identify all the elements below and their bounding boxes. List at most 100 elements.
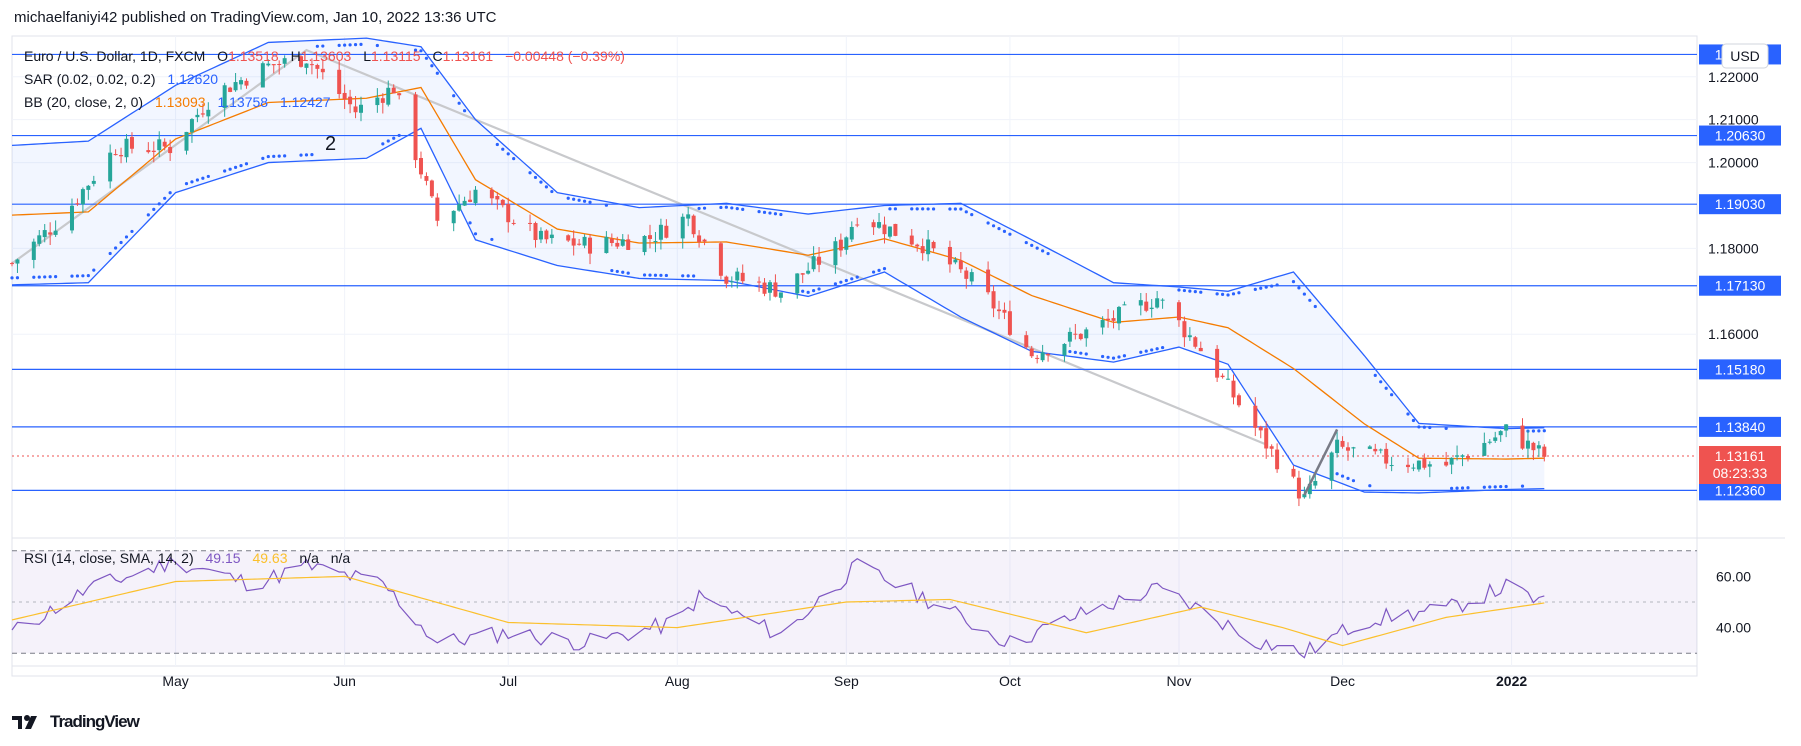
- candle-body: [157, 139, 162, 151]
- candle-body: [909, 235, 914, 245]
- footer-brand[interactable]: TradingView: [12, 712, 140, 732]
- candle-body: [702, 239, 707, 242]
- sar-dot: [768, 211, 772, 215]
- sar-dot: [953, 207, 957, 211]
- candle-body: [1498, 431, 1503, 436]
- sar-dot: [86, 274, 90, 278]
- sar-dot: [130, 229, 134, 234]
- candle-body: [500, 199, 505, 206]
- legend-bb-label: BB (20, close, 2, 0): [24, 94, 143, 110]
- candle-body: [1335, 439, 1340, 454]
- sar-dot: [1177, 288, 1181, 292]
- sar-dot: [926, 207, 930, 211]
- candle-body: [757, 281, 762, 283]
- candle-body: [991, 291, 996, 309]
- sar-dot: [610, 268, 614, 273]
- sar-dot: [724, 205, 728, 209]
- candle-body: [697, 235, 702, 242]
- candle-body: [86, 185, 91, 190]
- sar-dot: [1444, 426, 1448, 430]
- sar-dot: [1270, 284, 1274, 288]
- candle-body: [615, 242, 620, 247]
- sar-dot: [1373, 373, 1377, 377]
- candle-body: [1193, 337, 1198, 347]
- legend-rsi-label: RSI (14, close, SMA, 14, 2): [24, 550, 194, 566]
- sar-dot: [844, 278, 848, 283]
- candle-body: [538, 230, 543, 240]
- trendline-layer[interactable]: [11, 48, 1267, 446]
- sar-dot: [261, 156, 265, 160]
- sar-dot: [304, 153, 309, 157]
- wave-annotation-label[interactable]: 2: [325, 133, 336, 155]
- sar-dot: [1264, 285, 1268, 289]
- sar-dot: [833, 282, 838, 286]
- sar-dot: [801, 289, 805, 293]
- candle-body: [1035, 357, 1040, 359]
- sar-dot: [850, 277, 854, 281]
- candle-body: [1536, 445, 1541, 449]
- candle-body: [239, 80, 244, 85]
- sar-dot: [588, 200, 592, 204]
- legend-sar-line[interactable]: SAR (0.02, 0.02, 0.2) 1.12620: [24, 71, 218, 87]
- sar-dot: [664, 273, 668, 278]
- candle-body: [1378, 449, 1383, 451]
- sar-dot: [757, 209, 761, 214]
- sar-dot: [1106, 355, 1110, 359]
- rsi-tick-label: 40.00: [1716, 620, 1751, 636]
- time-tick-label: Jun: [333, 673, 356, 689]
- sar-dot: [1008, 232, 1012, 236]
- sar-dot: [490, 237, 494, 242]
- sar-dot: [1411, 418, 1416, 423]
- sar-dot: [1073, 350, 1077, 354]
- sar-dot: [566, 196, 570, 200]
- sar-dot: [75, 274, 80, 278]
- wave-mark-layer[interactable]: [1303, 428, 1339, 496]
- candle-body: [1187, 335, 1192, 338]
- sar-dot: [1231, 292, 1236, 296]
- candle-body: [386, 87, 391, 105]
- candle-body: [849, 226, 854, 240]
- sar-dot: [1531, 429, 1536, 433]
- sar-dot: [452, 94, 456, 98]
- candle-body: [244, 80, 249, 86]
- candle-body: [1116, 306, 1121, 324]
- candle-body: [342, 92, 347, 100]
- candle-body: [1346, 447, 1351, 451]
- sar-dot: [1340, 474, 1345, 478]
- candle-body: [1144, 301, 1149, 311]
- candle-body: [304, 63, 309, 68]
- wave-mark-line[interactable]: [1303, 428, 1339, 496]
- legend-change: −0.00448 (−0.39%): [505, 48, 625, 64]
- candle-body: [1182, 321, 1187, 338]
- candle-body: [1422, 458, 1427, 468]
- candle-body: [1138, 300, 1143, 306]
- sar-dot: [1035, 246, 1039, 250]
- candle-body: [31, 241, 36, 260]
- sar-dot: [124, 235, 129, 239]
- horizontal-levels-layer[interactable]: [12, 53, 1697, 491]
- candle-body: [511, 222, 516, 224]
- currency-button[interactable]: USD: [1721, 43, 1769, 69]
- sar-dot: [577, 198, 581, 202]
- sar-dot: [997, 226, 1001, 231]
- candle-body: [506, 204, 511, 223]
- sar-dot: [931, 207, 936, 211]
- legend-bb-line[interactable]: BB (20, close, 2, 0) 1.13093 1.13758 1.1…: [24, 94, 331, 110]
- sar-dot: [1499, 485, 1503, 489]
- candle-body: [80, 189, 85, 205]
- currency-button-label[interactable]: USD: [1730, 48, 1760, 64]
- candle-body: [1504, 424, 1509, 431]
- sar-dot: [1422, 425, 1426, 429]
- candle-body: [468, 199, 473, 202]
- sar-dot: [779, 212, 783, 217]
- candle-body: [1067, 331, 1072, 342]
- level-price-badge: [1699, 480, 1781, 501]
- candle-body: [222, 85, 227, 108]
- legend-rsi-line[interactable]: RSI (14, close, SMA, 14, 2) 49.15 49.63 …: [24, 550, 350, 566]
- candle-body: [664, 225, 669, 238]
- candle-body: [228, 87, 233, 92]
- trendline[interactable]: [11, 48, 1267, 446]
- level-price-badge: [1699, 416, 1781, 437]
- candle-body: [1329, 452, 1334, 481]
